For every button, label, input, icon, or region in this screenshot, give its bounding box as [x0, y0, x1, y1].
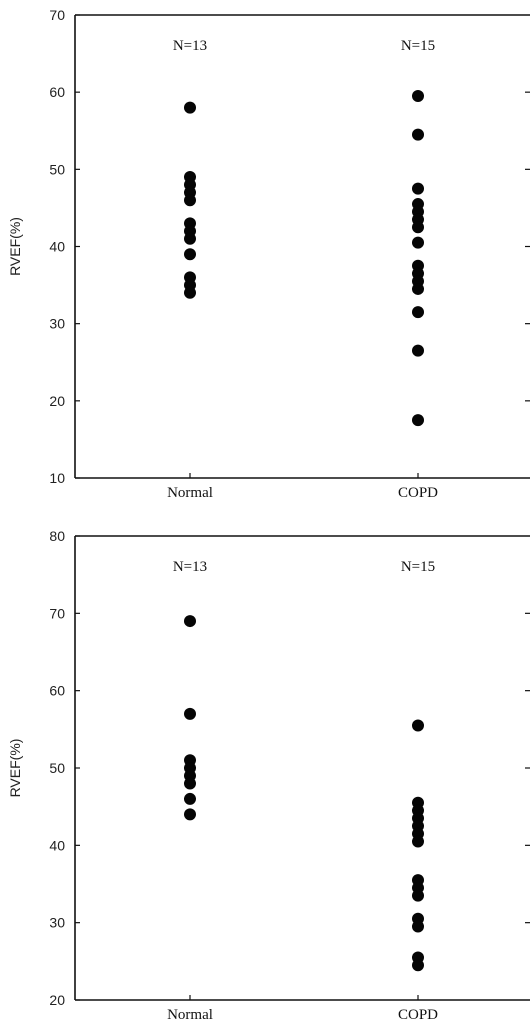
- panel1-group-n-label: N=15: [401, 38, 435, 54]
- panel2-y-tick-label: 70: [49, 605, 65, 621]
- panel1-y-tick-label: 20: [49, 393, 65, 409]
- panel1-copd-data-point: [412, 90, 424, 103]
- panel1-copd-data-point: [412, 344, 424, 357]
- panel1-y-tick-label: 10: [49, 470, 65, 486]
- panel2-y-axis-title: RVEF(%): [7, 739, 23, 798]
- panel2-normal-data-point: [184, 792, 196, 805]
- panel2-copd-data-point: [412, 889, 424, 902]
- panel2-y-tick-label: 60: [49, 683, 65, 699]
- panel1-copd-data-point: [412, 414, 424, 427]
- panel2-category-label: Normal: [167, 1007, 213, 1023]
- panel1-copd-data-point: [412, 128, 424, 141]
- panel1-copd-data-point: [412, 282, 424, 295]
- panel2-group-n-label: N=15: [401, 559, 435, 575]
- panel2-normal-data-point: [184, 615, 196, 628]
- panel2-category-label: COPD: [398, 1007, 438, 1023]
- panel2-y-tick-label: 50: [49, 760, 65, 776]
- panel2-copd-data-point: [412, 719, 424, 732]
- panel2-y-tick-label: 30: [49, 915, 65, 931]
- panel2-normal-data-point: [184, 808, 196, 821]
- panel1-group-n-label: N=13: [173, 38, 207, 54]
- panel1-copd-data-point: [412, 236, 424, 249]
- panel1-normal-data-point: [184, 286, 196, 299]
- panel2-normal-data-point: [184, 777, 196, 790]
- panel1-copd-data-point: [412, 306, 424, 319]
- panel1-y-tick-label: 70: [49, 7, 65, 23]
- panel2-y-tick-label: 40: [49, 837, 65, 853]
- panel1-copd-data-point: [412, 182, 424, 195]
- panel1-normal-data-point: [184, 232, 196, 245]
- panel1-y-tick-label: 50: [49, 161, 65, 177]
- panel2-y-tick-label: 80: [49, 528, 65, 544]
- panel1-normal-data-point: [184, 194, 196, 207]
- panel2-copd-data-point: [412, 959, 424, 972]
- panel2-group-n-label: N=13: [173, 559, 207, 575]
- panel2-copd-data-point: [412, 835, 424, 848]
- panel1-category-label: Normal: [167, 485, 213, 501]
- panel1-copd-data-point: [412, 221, 424, 234]
- panel2-normal-data-point: [184, 707, 196, 720]
- panel2-y-tick-label: 20: [49, 992, 65, 1008]
- panel1-normal-data-point: [184, 248, 196, 261]
- panel1-y-tick-label: 30: [49, 316, 65, 332]
- panel1-y-tick-label: 40: [49, 239, 65, 255]
- panel1-y-axis-title: RVEF(%): [7, 217, 23, 276]
- panel2-copd-data-point: [412, 920, 424, 933]
- panel1-y-tick-label: 60: [49, 84, 65, 100]
- panel1-category-label: COPD: [398, 485, 438, 501]
- panel1-normal-data-point: [184, 101, 196, 114]
